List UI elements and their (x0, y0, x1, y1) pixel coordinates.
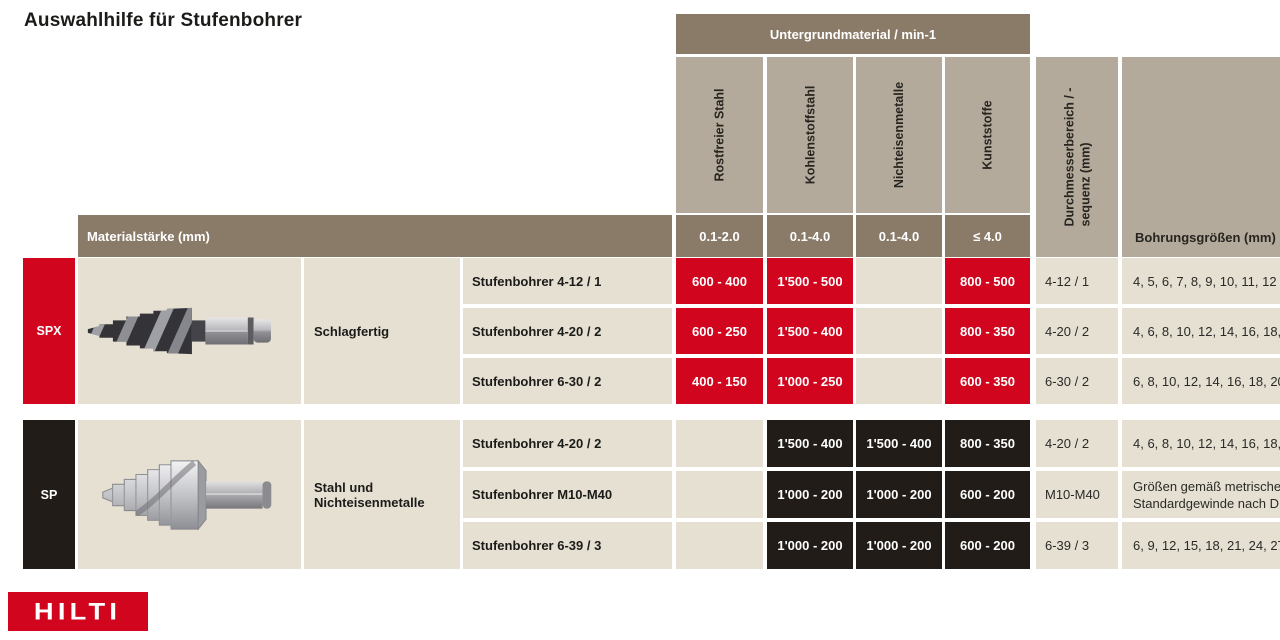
bore-sizes-cell: 6, 9, 12, 15, 18, 21, 24, 27, 30 (1122, 522, 1280, 569)
product-name: Stufenbohrer 6-30 / 2 (463, 358, 672, 404)
group-header-untergrundmaterial: Untergrundmaterial / min-1 (676, 14, 1030, 54)
speed-cell: 600 - 200 (945, 471, 1030, 518)
diameter-cell: 6-30 / 2 (1036, 358, 1118, 404)
speed-cell: 800 - 350 (945, 308, 1030, 354)
bore-sizes-cell: 4, 6, 8, 10, 12, 14, 16, 18, 20 (1122, 420, 1280, 467)
diameter-cell: 4-12 / 1 (1036, 258, 1118, 304)
material-strength-header: Materialstärke (mm) (78, 215, 672, 257)
speed-cell-empty (676, 420, 763, 467)
bore-sizes-header-label: Bohrungsgrößen (mm) (1135, 230, 1276, 245)
speed-cell: 800 - 500 (945, 258, 1030, 304)
material-range-cell: 0.1-2.0 (676, 215, 763, 257)
spx-drill-image-cell (78, 258, 301, 404)
diameter-range-header-label: Durchmesserbereich / - sequenz (mm) (1062, 87, 1093, 227)
material-range-cell: 0.1-4.0 (767, 215, 853, 257)
column-header-label: Kohlenstoffstahl (803, 85, 818, 185)
speed-cell: 800 - 350 (945, 420, 1030, 467)
column-header-kohlenstoffstahl: Kohlenstoffstahl (767, 57, 853, 213)
diameter-cell: 4-20 / 2 (1036, 420, 1118, 467)
speed-cell: 1'500 - 400 (767, 308, 853, 354)
product-name: Stufenbohrer 4-20 / 2 (463, 308, 672, 354)
material-range-cell: ≤ 4.0 (945, 215, 1030, 257)
speed-cell: 600 - 200 (945, 522, 1030, 569)
speed-cell: 1'000 - 200 (767, 522, 853, 569)
product-name: Stufenbohrer 4-20 / 2 (463, 420, 672, 467)
category-label-stahl-nichteisenmetalle: Stahl und Nichteisenmetalle (304, 420, 460, 569)
product-name: Stufenbohrer 4-12 / 1 (463, 258, 672, 304)
product-name: Stufenbohrer M10-M40 (463, 471, 672, 518)
column-header-label: Kunststoffe (980, 100, 995, 170)
speed-cell: 600 - 400 (676, 258, 763, 304)
page-title: Auswahlhilfe für Stufenbohrer (24, 10, 303, 31)
sp-step-drill-icon (102, 459, 272, 530)
speed-cell-empty (856, 308, 942, 354)
speed-cell-empty (856, 358, 942, 404)
speed-cell-empty (676, 471, 763, 518)
section-label-sp: SP (23, 420, 75, 569)
speed-cell: 400 - 150 (676, 358, 763, 404)
speed-cell: 1'000 - 250 (767, 358, 853, 404)
bore-sizes-cell: 6, 8, 10, 12, 14, 16, 18, 20, 22 (1122, 358, 1280, 404)
speed-cell-empty (856, 258, 942, 304)
diameter-cell: M10-M40 (1036, 471, 1118, 518)
speed-cell: 1'000 - 200 (856, 471, 942, 518)
product-name: Stufenbohrer 6-39 / 3 (463, 522, 672, 569)
bore-sizes-header: Bohrungsgrößen (mm) (1122, 57, 1280, 257)
column-header-rostfreier-stahl: Rostfreier Stahl (676, 57, 763, 213)
speed-cell: 600 - 250 (676, 308, 763, 354)
bore-sizes-cell: 4, 5, 6, 7, 8, 9, 10, 11, 12 (1122, 258, 1280, 304)
category-label-schlagfertig: Schlagfertig (304, 258, 460, 404)
speed-cell: 1'500 - 400 (767, 420, 853, 467)
column-header-nichteisenmetalle: Nichteisenmetalle (856, 57, 942, 213)
column-header-label: Rostfreier Stahl (712, 88, 727, 182)
speed-cell: 600 - 350 (945, 358, 1030, 404)
diameter-cell: 4-20 / 2 (1036, 308, 1118, 354)
speed-cell-empty (676, 522, 763, 569)
hilti-logo: HILTI (8, 592, 148, 631)
column-header-label: Nichteisenmetalle (892, 81, 907, 189)
hilti-logo-text: HILTI (34, 597, 122, 625)
speed-cell: 1'000 - 200 (856, 522, 942, 569)
section-label-spx: SPX (23, 258, 75, 404)
speed-cell: 1'500 - 400 (856, 420, 942, 467)
spx-step-drill-icon (87, 307, 271, 355)
sp-drill-image-cell (78, 420, 301, 569)
speed-cell: 1'500 - 500 (767, 258, 853, 304)
diameter-range-header: Durchmesserbereich / - sequenz (mm) (1036, 57, 1118, 257)
column-header-kunststoffe: Kunststoffe (945, 57, 1030, 213)
material-range-cell: 0.1-4.0 (856, 215, 942, 257)
speed-cell: 1'000 - 200 (767, 471, 853, 518)
bore-sizes-cell: Größen gemäß metrischem Standardgewinde … (1122, 471, 1280, 518)
bore-sizes-cell: 4, 6, 8, 10, 12, 14, 16, 18, 20 (1122, 308, 1280, 354)
diameter-cell: 6-39 / 3 (1036, 522, 1118, 569)
